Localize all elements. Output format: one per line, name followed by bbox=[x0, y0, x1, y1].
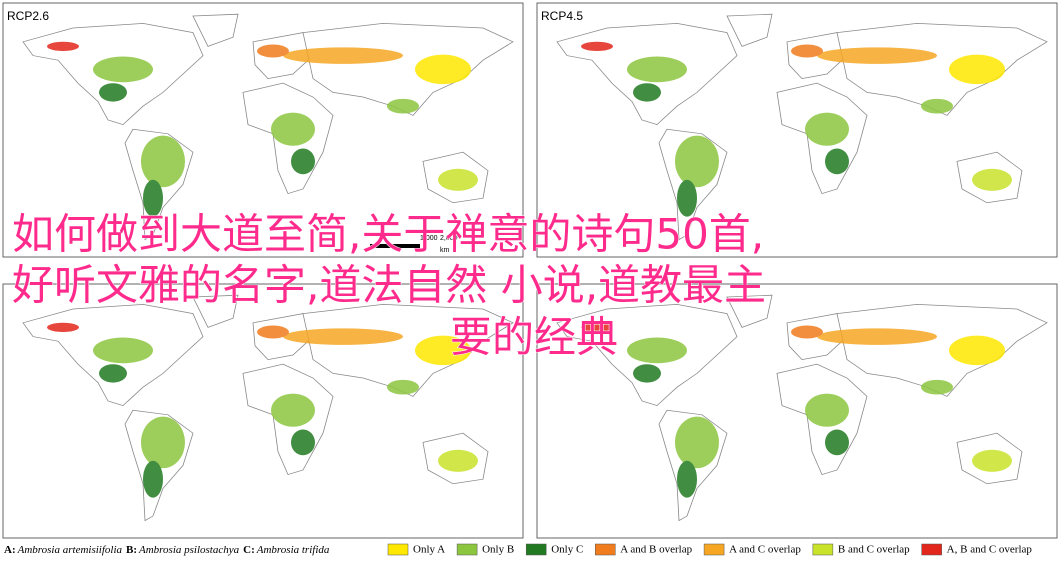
scale-label: km bbox=[440, 247, 450, 254]
overlay-title: 好听文雅的名字,道法自然 小说,道教最主 bbox=[12, 261, 766, 310]
species-key: B: bbox=[126, 544, 137, 556]
scale-label: 2,000 bbox=[440, 235, 458, 242]
species-key: C: bbox=[243, 544, 255, 556]
species-key: A: bbox=[4, 544, 16, 556]
legend-label: A and B overlap bbox=[620, 544, 692, 556]
legend-species: A: Ambrosia artemisiifolia B: Ambrosia psil… bbox=[4, 544, 330, 556]
overlay-title: 如何做到大道至简,关于禅意的诗句50首, bbox=[12, 210, 764, 259]
legend-swatch bbox=[703, 543, 725, 556]
legend-swatch bbox=[812, 543, 834, 556]
legend-label: Only C bbox=[551, 544, 583, 556]
panel-label: RCP2.6 bbox=[7, 9, 49, 23]
legend-swatch bbox=[525, 543, 547, 556]
species-name: Ambrosia psilostachya bbox=[138, 544, 240, 556]
scale-label: 1,000 bbox=[420, 235, 438, 242]
legend-swatch bbox=[595, 543, 616, 556]
legend-swatch bbox=[456, 543, 478, 556]
legend-label: A and C overlap bbox=[729, 544, 801, 556]
scale-bar bbox=[370, 244, 420, 248]
legend-swatch bbox=[387, 543, 409, 556]
legend-label: Only A bbox=[413, 544, 445, 556]
legend-label: Only B bbox=[482, 544, 514, 556]
species-name: Ambrosia artemisiifolia bbox=[17, 544, 123, 556]
legend-label: B and C overlap bbox=[838, 544, 910, 556]
overlay-title: 要的经典 bbox=[450, 313, 618, 362]
panel-label: RCP4.5 bbox=[541, 9, 583, 23]
species-name: Ambrosia trifida bbox=[256, 544, 330, 556]
legend-label: A, B and C overlap bbox=[947, 544, 1033, 556]
legend-swatch bbox=[921, 543, 942, 556]
